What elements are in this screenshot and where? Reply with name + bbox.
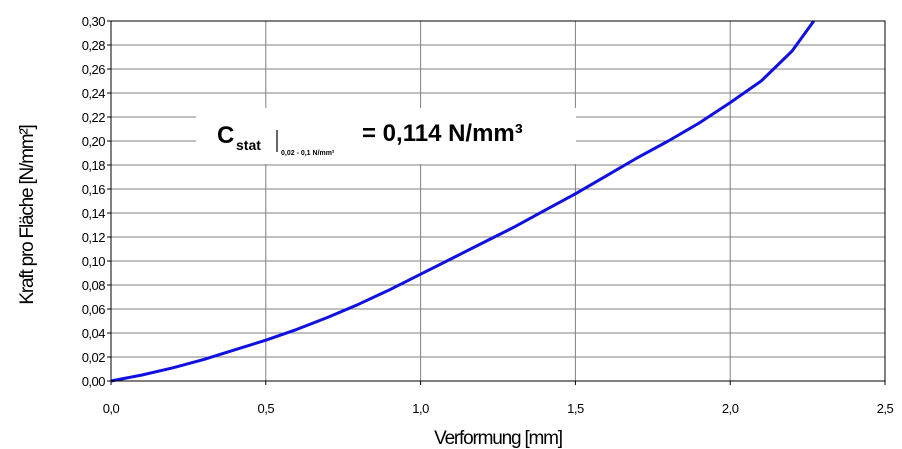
y-tick-label: 0,18 bbox=[82, 158, 106, 173]
y-tick-label: 0,12 bbox=[82, 230, 106, 245]
y-tick-label: 0,24 bbox=[82, 86, 106, 101]
data-line bbox=[110, 20, 816, 383]
x-tick-label: 2,5 bbox=[877, 401, 894, 416]
plot-frame bbox=[110, 20, 886, 382]
annotation-background bbox=[196, 108, 576, 164]
y-tick-label: 0,28 bbox=[82, 38, 106, 53]
y-tick-label: 0,20 bbox=[82, 134, 106, 149]
y-tick-label: 0,02 bbox=[82, 350, 106, 365]
y-tick-label: 0,10 bbox=[82, 254, 106, 269]
plot-area bbox=[111, 21, 885, 381]
y-tick-label: 0,04 bbox=[82, 326, 106, 341]
y-tick-label: 0,14 bbox=[82, 206, 106, 221]
x-tick-label: 1,5 bbox=[567, 401, 584, 416]
annotation-subscript: stat bbox=[236, 137, 261, 153]
x-tick-label: 1,0 bbox=[412, 401, 429, 416]
tick-labels: 0,00 0,02 0,04 0,06 0,08 0,10 0,12 0,14 0,16 0,18… bbox=[82, 14, 894, 416]
x-tick-label: 0,0 bbox=[103, 401, 120, 416]
x-tick-label: 2,0 bbox=[722, 401, 739, 416]
y-tick-label: 0,16 bbox=[82, 182, 106, 197]
y-tick-label: 0,06 bbox=[82, 302, 106, 317]
y-tick-label: 0,26 bbox=[82, 62, 106, 77]
annotation-value: = 0,114 N/mm³ bbox=[362, 120, 523, 147]
x-axis-label: Verformung [mm] bbox=[434, 428, 562, 449]
annotation-range: 0,02 - 0,1 N/mm² bbox=[281, 150, 335, 157]
x-tick-label: 0,5 bbox=[258, 401, 275, 416]
y-tick-label: 0,08 bbox=[82, 278, 106, 293]
annotation: C stat 0,02 - 0,1 N/mm² = 0,114 N/mm³ bbox=[196, 108, 576, 164]
y-tick-label: 0,30 bbox=[82, 14, 106, 29]
y-axis-label: Kraft pro Fläche [N/mm²] bbox=[17, 125, 38, 304]
y-tick-label: 0,22 bbox=[82, 110, 106, 125]
y-tick-label: 0,00 bbox=[82, 374, 106, 389]
annotation-symbol: C bbox=[217, 122, 234, 149]
